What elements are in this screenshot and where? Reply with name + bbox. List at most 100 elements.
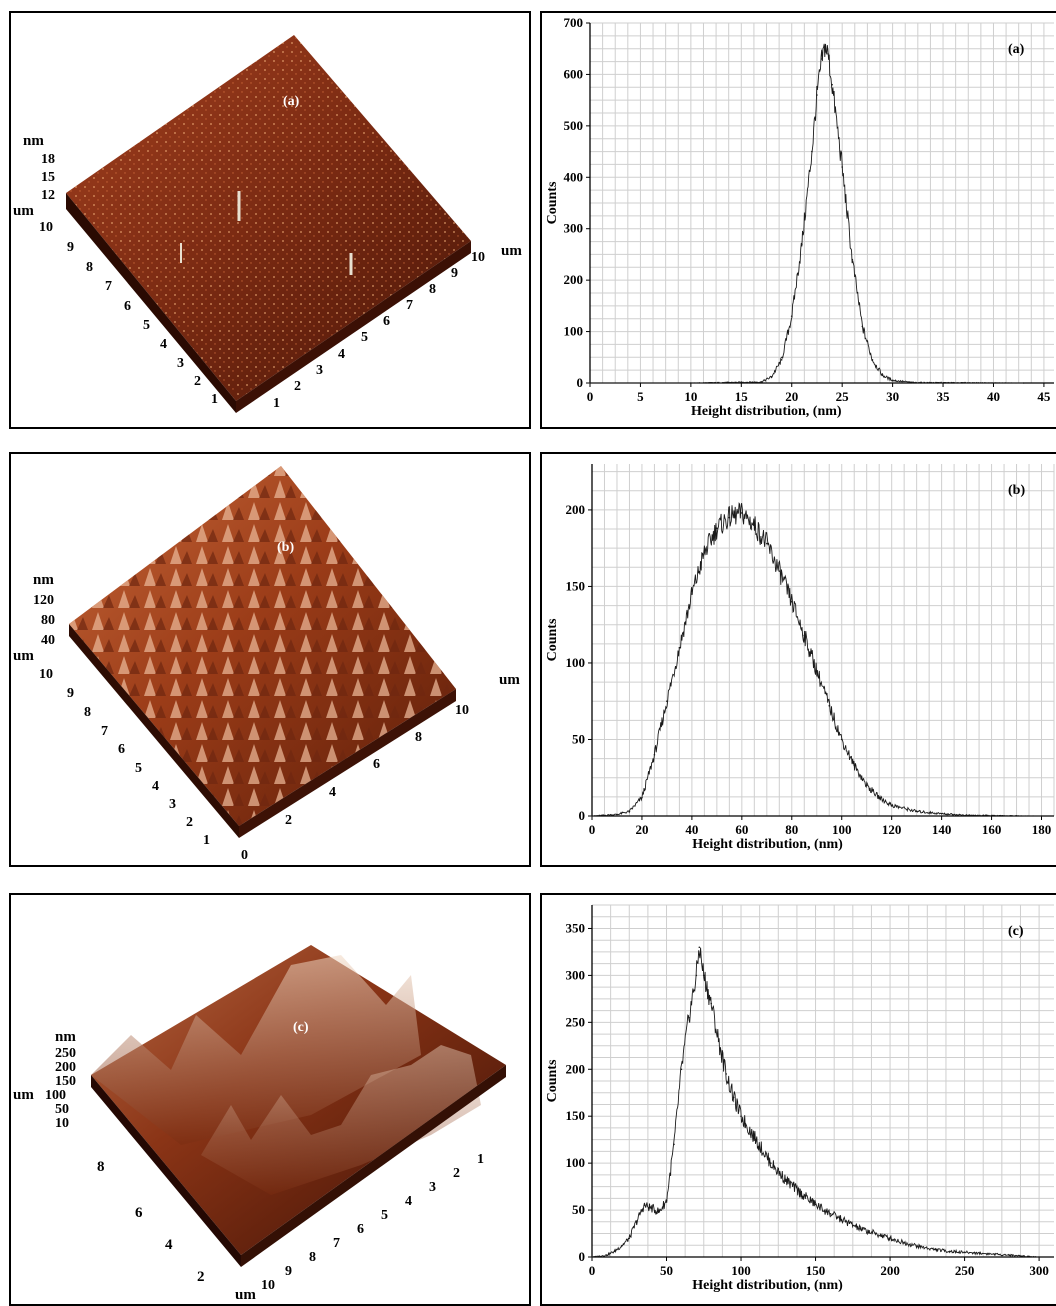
data-point bbox=[828, 705, 831, 707]
left-axis-tick-b: 3 bbox=[169, 797, 176, 812]
z-tick-c: 150 bbox=[55, 1074, 76, 1089]
data-point bbox=[799, 1192, 802, 1194]
data-point bbox=[589, 382, 591, 384]
x-tick-label: 80 bbox=[785, 822, 798, 837]
x-tick-label: 0 bbox=[589, 1263, 596, 1278]
y-tick-label: 200 bbox=[566, 502, 586, 517]
left-axis-tick-b: 8 bbox=[84, 705, 91, 720]
data-point bbox=[641, 796, 643, 799]
data-point bbox=[665, 1199, 668, 1202]
histogram-chart-b: 0 20 40 60 80 100 120 140 160 180 0 50 100 150 200 Heig… bbox=[545, 464, 1055, 852]
y-tick-label: 300 bbox=[564, 221, 584, 236]
data-point bbox=[628, 1237, 631, 1240]
data-point bbox=[688, 1016, 690, 1019]
chart-tag: (a) bbox=[1008, 42, 1025, 57]
x-tick-label: 100 bbox=[832, 822, 852, 837]
z-tick-c: 100 bbox=[45, 1088, 66, 1103]
data-point bbox=[871, 359, 874, 361]
right-axis-tick-c: 6 bbox=[357, 1222, 364, 1237]
y-tick-label: 300 bbox=[566, 967, 586, 982]
y-axis-title: Counts bbox=[545, 618, 560, 661]
data-points bbox=[589, 45, 1025, 384]
xy-unit-c: um bbox=[13, 1087, 34, 1103]
data-point bbox=[803, 634, 806, 637]
data-point bbox=[650, 1207, 653, 1209]
z-tick-c: 10 bbox=[55, 1116, 69, 1131]
afm-tag-b: (b) bbox=[277, 540, 294, 555]
x-tick-label: 0 bbox=[587, 389, 594, 404]
histogram-panel-a: 0 5 10 15 20 25 30 35 40 45 0 100 200 300 400 500 600 700… bbox=[540, 11, 1056, 429]
right-axis-tick-a: 4 bbox=[338, 347, 345, 362]
data-point bbox=[591, 1256, 593, 1258]
data-point bbox=[710, 1002, 713, 1005]
right-axis-tick-a: 3 bbox=[316, 363, 323, 378]
histogram-panel-b: 0 20 40 60 80 100 120 140 160 180 0 50 100 150 200 Heig… bbox=[540, 452, 1056, 867]
data-point bbox=[933, 1248, 936, 1251]
data-point bbox=[790, 600, 793, 603]
right-axis-tick-b: 2 bbox=[285, 813, 292, 828]
xy-unit-b: um bbox=[13, 648, 34, 664]
y-tick-label: 100 bbox=[566, 1155, 586, 1170]
x-tick-label: 45 bbox=[1037, 389, 1051, 404]
x-tick-label: 25 bbox=[836, 389, 850, 404]
data-point bbox=[978, 1252, 981, 1255]
data-point bbox=[680, 1068, 683, 1071]
data-points bbox=[591, 946, 1040, 1258]
right-axis-tick-c: 2 bbox=[453, 1166, 460, 1181]
data-point bbox=[702, 974, 705, 977]
data-point bbox=[915, 810, 918, 813]
right-axis-tick-b: 10 bbox=[455, 703, 469, 718]
right-axis-tick-c: 7 bbox=[333, 1236, 340, 1251]
right-axis-tick-a: 7 bbox=[406, 298, 413, 313]
z-tick-a: 18 bbox=[41, 152, 55, 167]
y-tick-label: 200 bbox=[564, 272, 584, 287]
x-tick-label: 40 bbox=[987, 389, 1000, 404]
x-tick-label: 140 bbox=[932, 822, 952, 837]
y-tick-label: 200 bbox=[566, 1061, 586, 1076]
data-point bbox=[1008, 1254, 1011, 1256]
data-point bbox=[840, 738, 843, 741]
z-tick-a: 15 bbox=[41, 170, 55, 185]
left-axis-tick-b: 4 bbox=[152, 779, 159, 794]
z-unit-c: nm bbox=[55, 1029, 76, 1045]
data-point bbox=[963, 1251, 966, 1254]
x-axis-title: Height distribution, (nm) bbox=[692, 837, 843, 852]
afm-tag-a: (a) bbox=[283, 94, 300, 109]
data-point bbox=[824, 45, 826, 47]
y-tick-label: 150 bbox=[566, 578, 586, 593]
data-point bbox=[755, 1138, 757, 1141]
data-point bbox=[814, 1203, 817, 1206]
left-axis-tick-b: 10 bbox=[39, 667, 53, 682]
data-point bbox=[1040, 815, 1043, 817]
data-point bbox=[865, 784, 868, 787]
left-axis-tick-a: 3 bbox=[177, 356, 184, 371]
afm-panel-b: (b) nm 120 80 40 um 10 9 8 7 6 5 4 3 2 1… bbox=[9, 452, 531, 867]
left-axis-tick-c: 4 bbox=[165, 1237, 173, 1253]
x-tick-label: 100 bbox=[731, 1263, 751, 1278]
data-point bbox=[1015, 815, 1018, 817]
z-tick-a: 12 bbox=[41, 188, 55, 203]
right-axis-tick-c: 3 bbox=[429, 1180, 436, 1195]
left-axis-tick-b: 1 bbox=[203, 833, 210, 848]
left-axis-tick-a: 1 bbox=[211, 392, 218, 407]
data-point bbox=[844, 1220, 847, 1223]
y-tick-label: 150 bbox=[566, 1108, 586, 1123]
left-axis-tick-a: 10 bbox=[39, 220, 53, 235]
right-axis-tick-a: 6 bbox=[383, 314, 390, 329]
data-point bbox=[691, 593, 693, 595]
right-axis-tick-c: 10 bbox=[261, 1278, 275, 1293]
data-point bbox=[728, 516, 731, 519]
left-axis-tick-b: 5 bbox=[135, 761, 142, 776]
right-axis-tick-a: 9 bbox=[451, 266, 458, 281]
left-axis-tick-c: 8 bbox=[97, 1159, 105, 1175]
data-point bbox=[841, 166, 843, 168]
data-point bbox=[635, 1220, 638, 1223]
x-tick-label: 35 bbox=[937, 389, 951, 404]
right-unit-a: um bbox=[501, 243, 522, 259]
z-tick-c: 250 bbox=[55, 1046, 76, 1061]
afm-surface-a: (a) nm 18 15 12 um 10 9 8 7 6 5 4 3 2 1 … bbox=[13, 35, 522, 413]
x-tick-label: 60 bbox=[735, 822, 748, 837]
z-tick-b: 80 bbox=[41, 613, 55, 628]
data-point bbox=[725, 1073, 727, 1075]
y-tick-label: 0 bbox=[579, 808, 586, 823]
